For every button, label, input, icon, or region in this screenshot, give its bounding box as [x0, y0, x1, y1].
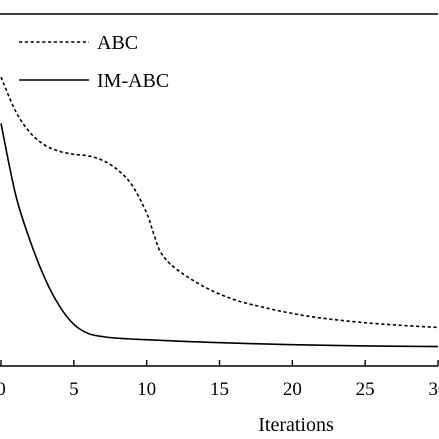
- legend: ABC IM-ABC: [19, 32, 169, 92]
- series-line-abc: [0, 76, 439, 329]
- plot-frame: [0, 13, 438, 367]
- legend-label-abc: ABC: [97, 32, 138, 54]
- x-axis-label: Iterations: [258, 414, 334, 436]
- series-line-im-abc: [0, 123, 439, 348]
- x-tick-label-5: 5: [69, 379, 79, 400]
- legend-label-im-abc: IM-ABC: [97, 70, 169, 92]
- x-tick-label-10: 10: [137, 379, 156, 400]
- x-tick-label-15: 15: [210, 379, 229, 400]
- x-tick-label-30: 30: [429, 379, 439, 400]
- x-axis-ticks: 0 5 10 15 20 25 30: [0, 360, 439, 400]
- series-layer: [0, 76, 439, 348]
- x-tick-label-25: 25: [356, 379, 375, 400]
- x-tick-label-0: 0: [0, 379, 6, 400]
- x-tick-label-20: 20: [283, 379, 302, 400]
